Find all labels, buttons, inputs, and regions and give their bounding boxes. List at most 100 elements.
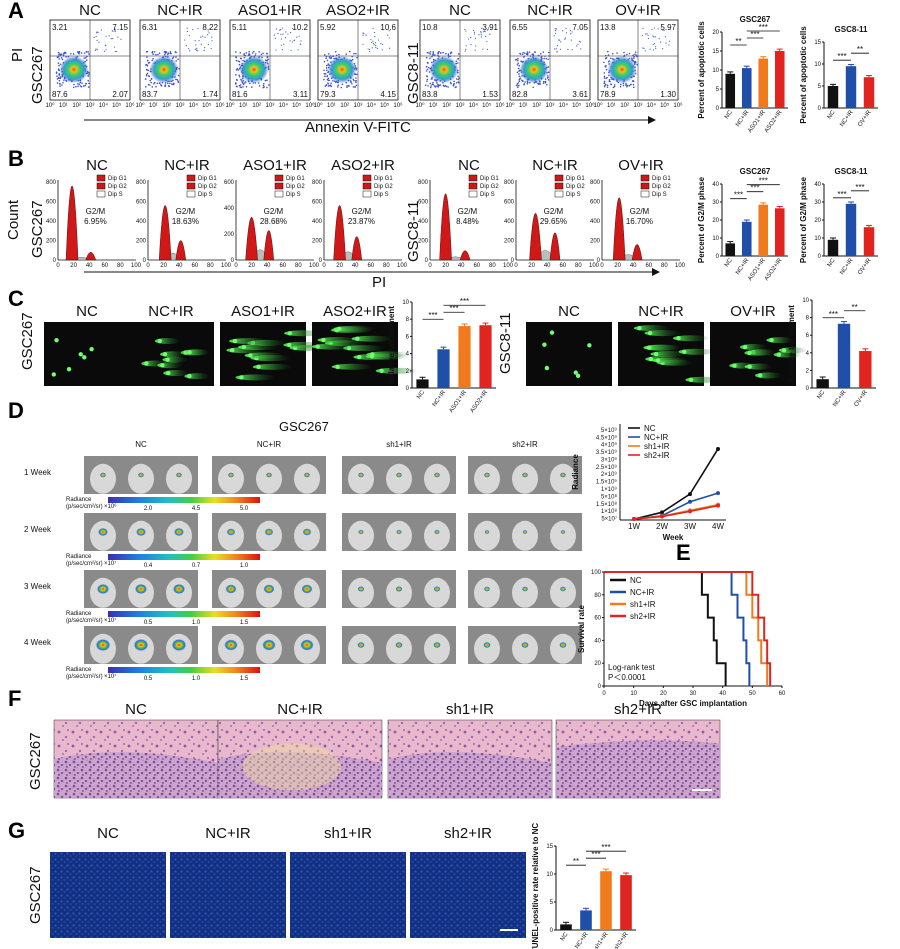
significance-marker: *** (460, 297, 469, 306)
cell-cycle-legend-entry: Dip S (566, 192, 581, 198)
comet-image-title: NC (76, 303, 98, 320)
cell-cycle-legend-entry: Dip G2 (286, 184, 305, 190)
flow-x-tick: 10⁶ (305, 102, 315, 109)
bar-category-label: ASO1+IR (449, 389, 469, 414)
bar-chart-y-tick: 40 (814, 182, 821, 188)
cell-cycle-x-tick: 60 (473, 263, 480, 269)
cell-cycle-y-tick: 600 (46, 200, 57, 206)
bar (845, 203, 857, 256)
cell-cycle-x-tick: 20 (528, 263, 535, 269)
line-chart-y-tick: 5×10⁷ (601, 516, 617, 523)
series-line (633, 448, 719, 520)
flow-x-tick: 10⁶ (495, 102, 505, 109)
bar-chart-y-tick: 6 (806, 333, 810, 339)
cell-cycle-legend-entry: Dip G1 (286, 176, 305, 182)
bar-chart-y-label: Percent of G2/M phase (697, 176, 706, 263)
cell-cycle-x-tick: 100 (675, 263, 686, 269)
flow-x-tick: 10² (252, 103, 261, 109)
cell-cycle-plot-7: OV+IR 0 200 400 600 800 0 20 40 60 80 100 Dip G1 Dip … (590, 157, 686, 269)
mouse-row-week-label: 4 Week (24, 638, 52, 647)
flow-plot-title: NC+IR (527, 2, 573, 19)
flow-x-tick: 10⁴ (279, 102, 289, 109)
bar (774, 51, 785, 108)
cell-cycle-g2m-label: G2/M (544, 207, 564, 216)
mouse-column-title: NC (135, 440, 147, 449)
series-point (660, 514, 664, 519)
bar-chart-y-tick: 10 (712, 236, 719, 242)
line-chart-y-tick: 2×10⁹ (601, 471, 618, 478)
survival-y-tick: 60 (594, 616, 601, 622)
flow-x-tick: 10⁴ (559, 102, 569, 109)
cell-cycle-legend-entry: Dip S (652, 192, 667, 198)
bar (863, 77, 875, 108)
radiance-scale-label: Radiance (66, 554, 92, 560)
bar-category-label: NC+IR (839, 257, 855, 276)
comet-image-title: NC+IR (638, 303, 684, 320)
radiance-color-scale (108, 497, 260, 503)
cell-cycle-g2m-percent: 29.65% (540, 217, 567, 226)
cell-cycle-x-tick: 20 (70, 263, 77, 269)
tunel-image-1: NC (50, 825, 166, 938)
flow-x-tick: 10⁶ (673, 102, 683, 109)
significance-marker: ** (735, 37, 741, 46)
panel-letter-a: A (8, 0, 24, 23)
flow-x-tick: 10¹ (327, 103, 336, 109)
survival-y-tick: 0 (598, 684, 602, 690)
cell-cycle-plot-5: NC 0 200 400 600 800 0 20 40 60 80 100 Dip G1 Dip G2 D… (418, 157, 514, 269)
cell-cycle-x-tick: 80 (489, 263, 496, 269)
mouse-row-week-label: 3 Week (24, 582, 52, 591)
bar-chart-y-tick: 8 (406, 317, 410, 323)
bar (437, 349, 450, 388)
radiance-color-scale (108, 554, 260, 560)
bar-chart-y-tick: 40 (712, 182, 719, 188)
cell-cycle-g2m-label: G2/M (458, 207, 478, 216)
tunel-image-4: sh2+IR (410, 825, 526, 938)
line-chart-x-tick: 4W (712, 522, 724, 531)
flow-q3-value: 83.7 (142, 90, 158, 99)
cell-cycle-y-tick: 600 (590, 200, 601, 206)
flow-x-tick: 10³ (634, 103, 643, 109)
cell-cycle-plot-title: NC+IR (164, 157, 210, 174)
bar-category-label: sh2+IR (614, 931, 630, 949)
cell-cycle-legend-entry: Dip S (480, 192, 495, 198)
survival-x-tick: 60 (779, 691, 786, 697)
cell-cycle-y-tick: 600 (504, 200, 515, 206)
cell-cycle-y-tick: 0 (511, 258, 515, 264)
line-chart-y-tick: 4.5×10⁹ (596, 434, 618, 441)
bar-chart-title: GSC8-11 (835, 25, 868, 34)
cell-cycle-legend-entry: Dip G2 (198, 184, 217, 190)
flow-x-tick: 10⁴ (189, 102, 199, 109)
cell-cycle-y-tick: 600 (224, 180, 235, 186)
bar-category-label: ASO2+IR (764, 109, 784, 134)
flow-x-tick: 10⁰ (505, 102, 515, 109)
panel-letter-d: D (8, 398, 24, 423)
mouse-image (468, 626, 582, 664)
survival-y-tick: 80 (594, 593, 601, 599)
comet-image-gsc267-3: ASO1+IR (220, 303, 330, 386)
cell-cycle-y-tick: 200 (504, 239, 515, 245)
cell-cycle-legend-entry: Dip S (198, 192, 213, 198)
cell-cycle-x-tick: 40 (630, 263, 637, 269)
cell-cycle-plot-title: OV+IR (618, 157, 664, 174)
radiance-scale-tick: 4.5 (192, 506, 201, 512)
flow-q3-value: 87.6 (52, 90, 68, 99)
cell-cycle-y-tick: 200 (418, 239, 429, 245)
cell-cycle-g2m-label: G2/M (176, 207, 196, 216)
flow-x-tick: 10⁴ (367, 102, 377, 109)
panel-g-row-label: GSC267 (27, 866, 44, 924)
cell-cycle-legend-entry: Dip S (374, 192, 389, 198)
cell-cycle-x-tick: 80 (295, 263, 302, 269)
mouse-image (212, 626, 326, 664)
mouse-column-title: NC+IR (257, 440, 281, 449)
cell-cycle-x-tick: 100 (131, 263, 142, 269)
cell-cycle-x-tick: 0 (514, 263, 518, 269)
cell-cycle-x-tick: 0 (146, 263, 150, 269)
series-point (660, 510, 664, 515)
bar (725, 243, 736, 256)
line-chart-x-tick: 3W (684, 522, 696, 531)
flow-q3-value: 82.8 (512, 90, 528, 99)
flow-q2-value: 10.6 (380, 23, 396, 32)
flow-x-tick: 10⁵ (572, 102, 582, 109)
flow-x-tick: 10² (620, 103, 629, 109)
cell-cycle-x-tick: 100 (309, 263, 320, 269)
